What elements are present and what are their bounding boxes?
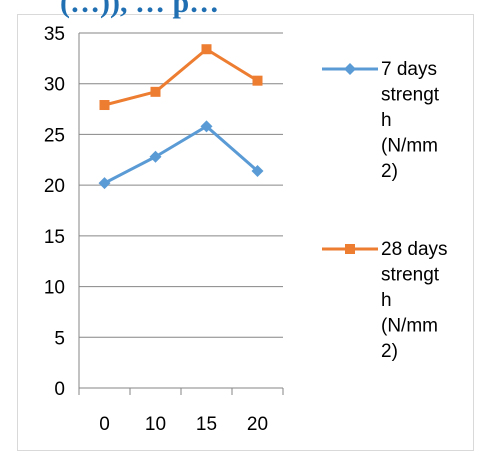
legend-label-line: 2) [381, 341, 398, 362]
data-point-7-days [251, 164, 264, 177]
series-line-28-days [104, 47, 259, 107]
x-tick-label-10: 10 [145, 414, 166, 435]
legend-label-line: (N/mm [381, 316, 438, 337]
x-tick-label-20: 20 [247, 414, 268, 435]
cropped-header-text: (…)), … p… [60, 0, 219, 19]
x-tick-label-0: 0 [99, 414, 110, 435]
x-axis-tick-labels: 0 10 15 20 [99, 414, 268, 435]
y-tick-label-5: 5 [54, 328, 65, 349]
gridlines [79, 32, 283, 338]
data-point-28-days [201, 44, 212, 55]
series-line-7-days [103, 124, 259, 185]
series-layer [98, 44, 264, 190]
data-point-28-days [252, 75, 263, 86]
data-point-7-days [200, 120, 213, 133]
data-point-7-days [149, 150, 162, 163]
y-tick-label-35: 35 [44, 24, 65, 45]
legend-label-line: strengt [381, 265, 440, 286]
legend-label-line: strengt [381, 85, 440, 106]
y-tick-label-30: 30 [44, 75, 65, 96]
axes [78, 33, 284, 395]
data-point-28-days [150, 86, 161, 97]
legend: 7 days strengt h (N/mm 2) 28 days strengt h (N/m… [322, 59, 448, 362]
legend-label-line: (N/mm [381, 136, 438, 157]
legend-label-line: 2) [381, 161, 398, 182]
data-point-28-days [99, 100, 110, 111]
y-tick-label-15: 15 [44, 227, 65, 248]
legend-label-line: h [381, 290, 392, 311]
y-axis-tick-labels: 0 5 10 15 20 25 30 35 [44, 24, 65, 400]
data-point-7-days [98, 177, 111, 190]
y-tick-label-0: 0 [54, 379, 65, 400]
y-tick-label-10: 10 [44, 278, 65, 299]
legend-label-line: 28 days [381, 239, 448, 260]
legend-key-diamond-marker [344, 63, 356, 75]
y-tick-label-25: 25 [44, 125, 65, 146]
legend-label-line: 7 days [381, 59, 437, 80]
x-tick-label-15: 15 [196, 414, 217, 435]
chart-border [17, 14, 474, 451]
legend-key-square-marker [345, 244, 355, 254]
y-tick-label-20: 20 [44, 176, 65, 197]
legend-label-line: h [381, 110, 392, 131]
